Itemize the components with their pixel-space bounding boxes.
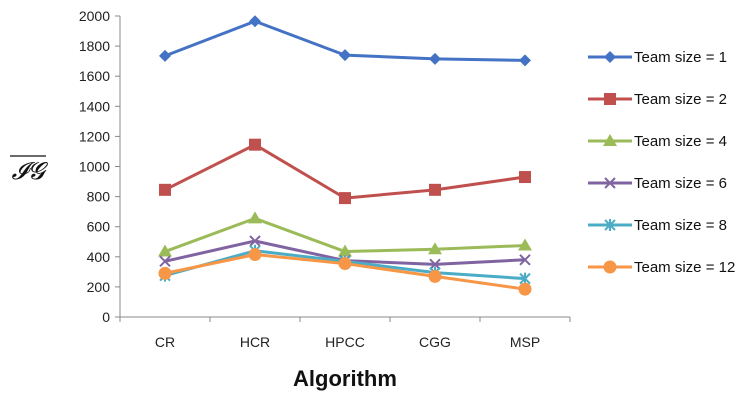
y-tick-label: 2000 xyxy=(79,8,110,24)
data-point xyxy=(429,52,441,65)
data-point xyxy=(158,266,172,280)
data-point xyxy=(429,258,441,271)
x-tick-label: HPCC xyxy=(325,334,365,350)
y-tick-label: 200 xyxy=(87,279,111,295)
y-tick-label: 400 xyxy=(87,249,111,265)
legend-marker xyxy=(603,134,617,146)
data-point xyxy=(159,49,171,62)
y-tick-label: 800 xyxy=(87,189,111,205)
legend-marker xyxy=(604,219,616,231)
data-point xyxy=(338,244,352,257)
legend-item: Team size = 12 xyxy=(588,259,735,276)
data-point xyxy=(249,235,261,247)
legend-label: Team size = 12 xyxy=(634,259,735,276)
x-tick-label: HCR xyxy=(240,334,270,350)
x-tick-label: CR xyxy=(155,334,175,350)
data-point xyxy=(248,211,262,224)
data-point xyxy=(519,272,531,285)
y-tick-label: 1800 xyxy=(79,38,110,54)
legend-marker xyxy=(604,51,616,63)
y-tick-label: 1400 xyxy=(79,98,110,114)
series-group xyxy=(158,211,532,257)
y-tick-label: 1200 xyxy=(79,128,110,144)
legend-item: Team size = 1 xyxy=(588,49,727,66)
legend-label: Team size = 1 xyxy=(634,49,727,66)
chart-legend: Team size = 1 Team size = 2 Team size = 4 T… xyxy=(588,49,735,276)
legend-item: Team size = 6 xyxy=(588,175,727,192)
legend-label: Team size = 8 xyxy=(634,217,727,234)
data-point xyxy=(518,282,532,296)
legend-item: Team size = 8 xyxy=(588,217,727,234)
x-tick-label: MSP xyxy=(510,334,540,350)
data-point xyxy=(338,257,352,271)
x-axis-label: Algorithm xyxy=(293,366,397,391)
data-point xyxy=(519,171,531,184)
legend-label: Team size = 4 xyxy=(634,133,727,150)
data-point xyxy=(249,15,261,28)
series-line xyxy=(164,143,526,200)
legend-marker xyxy=(604,177,616,189)
data-point xyxy=(249,138,261,151)
x-tick-label: CGG xyxy=(419,334,451,350)
y-tick-label: 1000 xyxy=(79,159,110,175)
data-point xyxy=(159,183,171,196)
legend-item: Team size = 4 xyxy=(588,133,727,150)
y-tick-label: 0 xyxy=(102,309,110,325)
legend-marker xyxy=(604,93,616,105)
series-group xyxy=(159,15,531,67)
series-group xyxy=(158,248,532,296)
y-tick-label: 1600 xyxy=(79,68,110,84)
data-point xyxy=(339,49,351,62)
data-point xyxy=(428,242,442,255)
legend-item: Team size = 2 xyxy=(588,91,727,108)
data-point xyxy=(248,248,262,262)
chart-axes: 0 200 400 600 800 1000 1200 1400 1600 1800 2000 CR H… xyxy=(79,8,571,350)
legend-label: Team size = 2 xyxy=(634,91,727,108)
data-point xyxy=(519,254,531,266)
data-point xyxy=(339,192,351,205)
legend-label: Team size = 6 xyxy=(634,175,727,192)
data-point xyxy=(429,183,441,196)
data-point xyxy=(159,255,171,268)
data-point xyxy=(519,54,531,67)
y-axis-label: 𝓘𝓖 xyxy=(11,159,48,185)
y-tick-label: 600 xyxy=(87,219,111,235)
data-point xyxy=(518,238,532,251)
series-group xyxy=(159,138,531,205)
data-point xyxy=(428,269,442,283)
y-axis-label-group: 𝓘𝓖 xyxy=(10,155,49,185)
data-point xyxy=(158,244,172,257)
legend-marker xyxy=(603,260,617,274)
chart-series xyxy=(158,15,532,296)
